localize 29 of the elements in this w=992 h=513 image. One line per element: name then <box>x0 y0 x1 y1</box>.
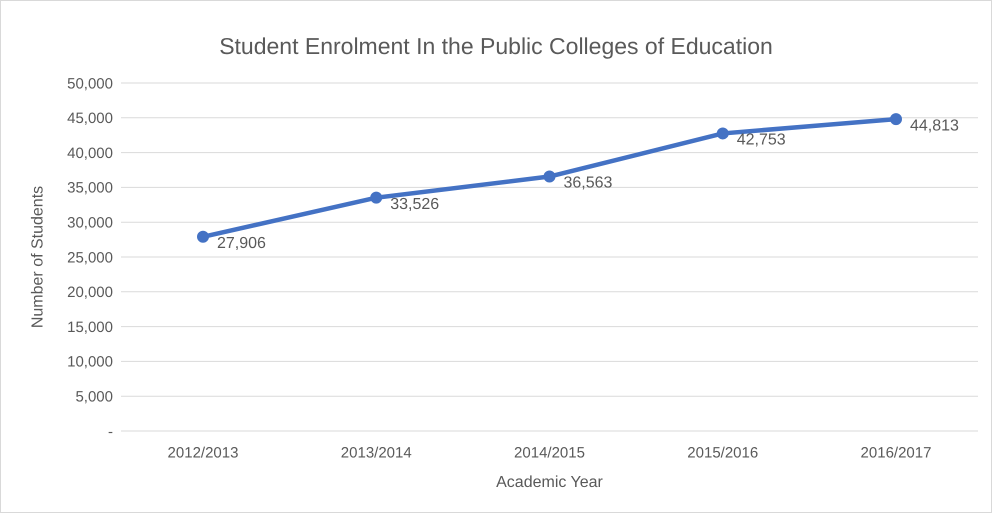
x-tick-label: 2012/2013 <box>168 444 238 462</box>
y-tick-label: 35,000 <box>67 180 113 197</box>
y-tick-label: 20,000 <box>67 284 113 302</box>
y-tick-label: 10,000 <box>67 354 113 371</box>
x-tick-label: 2015/2016 <box>687 444 758 462</box>
data-label: 44,813 <box>910 117 960 134</box>
y-tick-label: 15,000 <box>67 318 113 336</box>
y-tick-label: 30,000 <box>67 214 113 232</box>
y-tick-label: 50,000 <box>67 75 113 92</box>
data-label: 33,526 <box>390 196 440 213</box>
y-tick-label: 40,000 <box>67 144 113 162</box>
x-axis-title: Academic Year <box>496 474 604 491</box>
y-tick-label: 5,000 <box>75 388 113 406</box>
y-tick-label: 25,000 <box>67 249 113 266</box>
point <box>544 170 556 183</box>
x-tick-label: 2014/2015 <box>514 444 585 462</box>
data-label: 27,906 <box>217 234 266 252</box>
y-axis-title: Number of Students <box>30 186 47 328</box>
x-tick-label: 2013/2014 <box>340 444 412 462</box>
y-tick-label: - <box>108 423 113 440</box>
point <box>716 127 729 140</box>
point <box>197 230 209 243</box>
point <box>370 192 382 204</box>
data-label: 42,753 <box>736 132 786 149</box>
data-label: 36,563 <box>564 174 613 192</box>
x-tick-label: 2016/2017 <box>860 444 932 462</box>
point <box>890 113 902 126</box>
y-tick-label: 45,000 <box>67 110 113 128</box>
chart-title: Student Enrolment In the Public Colleges of Education <box>218 33 774 60</box>
